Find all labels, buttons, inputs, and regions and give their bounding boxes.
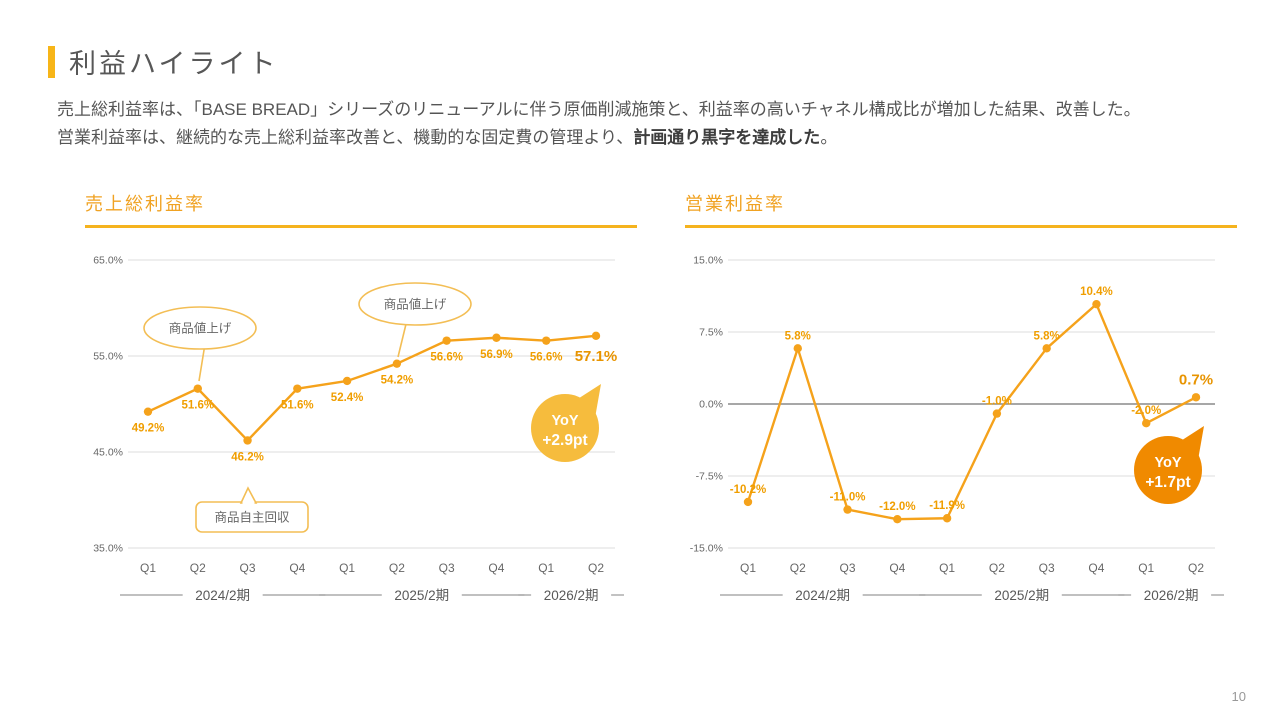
svg-text:55.0%: 55.0% [93, 351, 123, 363]
svg-text:56.9%: 56.9% [480, 349, 513, 361]
svg-text:52.4%: 52.4% [331, 392, 364, 404]
svg-text:5.8%: 5.8% [785, 330, 811, 342]
svg-text:+2.9pt: +2.9pt [542, 432, 587, 449]
svg-text:-1.0%: -1.0% [982, 396, 1012, 408]
svg-text:65.0%: 65.0% [93, 255, 123, 267]
svg-text:Q1: Q1 [339, 561, 355, 575]
svg-text:Q1: Q1 [939, 561, 955, 575]
svg-text:49.2%: 49.2% [132, 423, 165, 435]
svg-text:YoY: YoY [551, 413, 578, 429]
gross-margin-title-underline [85, 225, 637, 228]
svg-text:-12.0%: -12.0% [879, 501, 915, 513]
operating-margin-title-underline [685, 225, 1237, 228]
slide-header: 利益ハイライト [48, 42, 278, 81]
operating-margin-chart: 15.0% 7.5% 0.0% -7.5% -15.0% -10.2% 5.8% -11.0%… [690, 255, 1224, 603]
svg-text:Q2: Q2 [588, 561, 604, 575]
svg-text:54.2%: 54.2% [381, 375, 414, 387]
svg-text:-10.2%: -10.2% [730, 484, 766, 496]
svg-text:51.6%: 51.6% [281, 400, 314, 412]
page-title: 利益ハイライト [69, 49, 279, 79]
title-accent-bar [48, 45, 55, 78]
page-number: 10 [1231, 689, 1246, 704]
operating-margin-panel: 営業利益率 15.0% 7.5% 0.0% -7.5% -15.0% -10.2% 5.8%… [685, 192, 1237, 610]
svg-text:2025/2期: 2025/2期 [394, 588, 449, 603]
svg-text:7.5%: 7.5% [699, 327, 723, 339]
svg-text:5.8%: 5.8% [1034, 330, 1060, 342]
svg-text:2026/2期: 2026/2期 [1144, 588, 1199, 603]
svg-text:-2.0%: -2.0% [1131, 405, 1161, 417]
gross-margin-title: 売上総利益率 [85, 194, 205, 214]
svg-text:2024/2期: 2024/2期 [795, 588, 850, 603]
intro-line-1: 売上総利益率は、「BASE BREAD」シリーズのリニューアルに伴う原価削減施策… [57, 100, 1141, 119]
svg-text:Q4: Q4 [289, 561, 305, 575]
svg-text:Q1: Q1 [140, 561, 156, 575]
svg-text:Q4: Q4 [889, 561, 905, 575]
svg-text:51.6%: 51.6% [181, 400, 214, 412]
svg-text:2024/2期: 2024/2期 [195, 588, 250, 603]
operating-margin-title: 営業利益率 [685, 194, 785, 214]
svg-text:Q3: Q3 [439, 561, 455, 575]
svg-text:15.0%: 15.0% [693, 255, 723, 267]
svg-text:-15.0%: -15.0% [690, 543, 723, 555]
svg-text:YoY: YoY [1154, 455, 1181, 471]
svg-text:0.7%: 0.7% [1179, 371, 1213, 388]
svg-text:商品値上げ: 商品値上げ [384, 297, 447, 312]
svg-text:Q2: Q2 [1188, 561, 1204, 575]
intro-line-2: 営業利益率は、継続的な売上総利益率改善と、機動的な固定費の管理より、計画通り黒字… [57, 124, 1237, 152]
svg-text:-11.9%: -11.9% [929, 500, 965, 512]
svg-text:0.0%: 0.0% [699, 399, 723, 411]
svg-text:+1.7pt: +1.7pt [1145, 474, 1190, 491]
svg-text:Q2: Q2 [989, 561, 1005, 575]
svg-text:Q2: Q2 [389, 561, 405, 575]
svg-text:10.4%: 10.4% [1080, 286, 1113, 298]
svg-text:46.2%: 46.2% [231, 451, 264, 463]
svg-text:Q2: Q2 [790, 561, 806, 575]
svg-text:Q3: Q3 [240, 561, 256, 575]
svg-text:-11.0%: -11.0% [830, 492, 866, 504]
svg-text:Q1: Q1 [538, 561, 554, 575]
intro-text: 売上総利益率は、「BASE BREAD」シリーズのリニューアルに伴う原価削減施策… [57, 96, 1237, 152]
svg-text:Q4: Q4 [488, 561, 504, 575]
svg-text:Q3: Q3 [840, 561, 856, 575]
svg-text:Q1: Q1 [1138, 561, 1154, 575]
svg-text:2025/2期: 2025/2期 [994, 588, 1049, 603]
intro-line-2-normal: 営業利益率は、継続的な売上総利益率改善と、機動的な固定費の管理より、 [57, 128, 634, 147]
gross-margin-panel: 売上総利益率 65.0% 55.0% 45.0% 35.0% 49.2% 51.6% 46.… [85, 192, 637, 610]
intro-line-2-suffix: 。 [820, 128, 838, 147]
svg-text:56.6%: 56.6% [430, 352, 463, 364]
intro-line-2-bold: 計画通り黒字を達成した [633, 128, 821, 147]
svg-text:57.1%: 57.1% [575, 348, 618, 365]
svg-text:56.6%: 56.6% [530, 352, 563, 364]
svg-text:Q2: Q2 [190, 561, 206, 575]
gross-margin-chart: 65.0% 55.0% 45.0% 35.0% 49.2% 51.6% 46.2% 51.6%… [93, 255, 624, 603]
svg-text:Q3: Q3 [1039, 561, 1055, 575]
svg-text:45.0%: 45.0% [93, 447, 123, 459]
svg-text:商品自主回収: 商品自主回収 [214, 510, 290, 525]
svg-text:商品値上げ: 商品値上げ [169, 321, 232, 336]
svg-text:2026/2期: 2026/2期 [544, 588, 599, 603]
svg-text:Q1: Q1 [740, 561, 756, 575]
svg-text:35.0%: 35.0% [93, 543, 123, 555]
svg-text:-7.5%: -7.5% [696, 471, 723, 483]
svg-text:Q4: Q4 [1088, 561, 1104, 575]
